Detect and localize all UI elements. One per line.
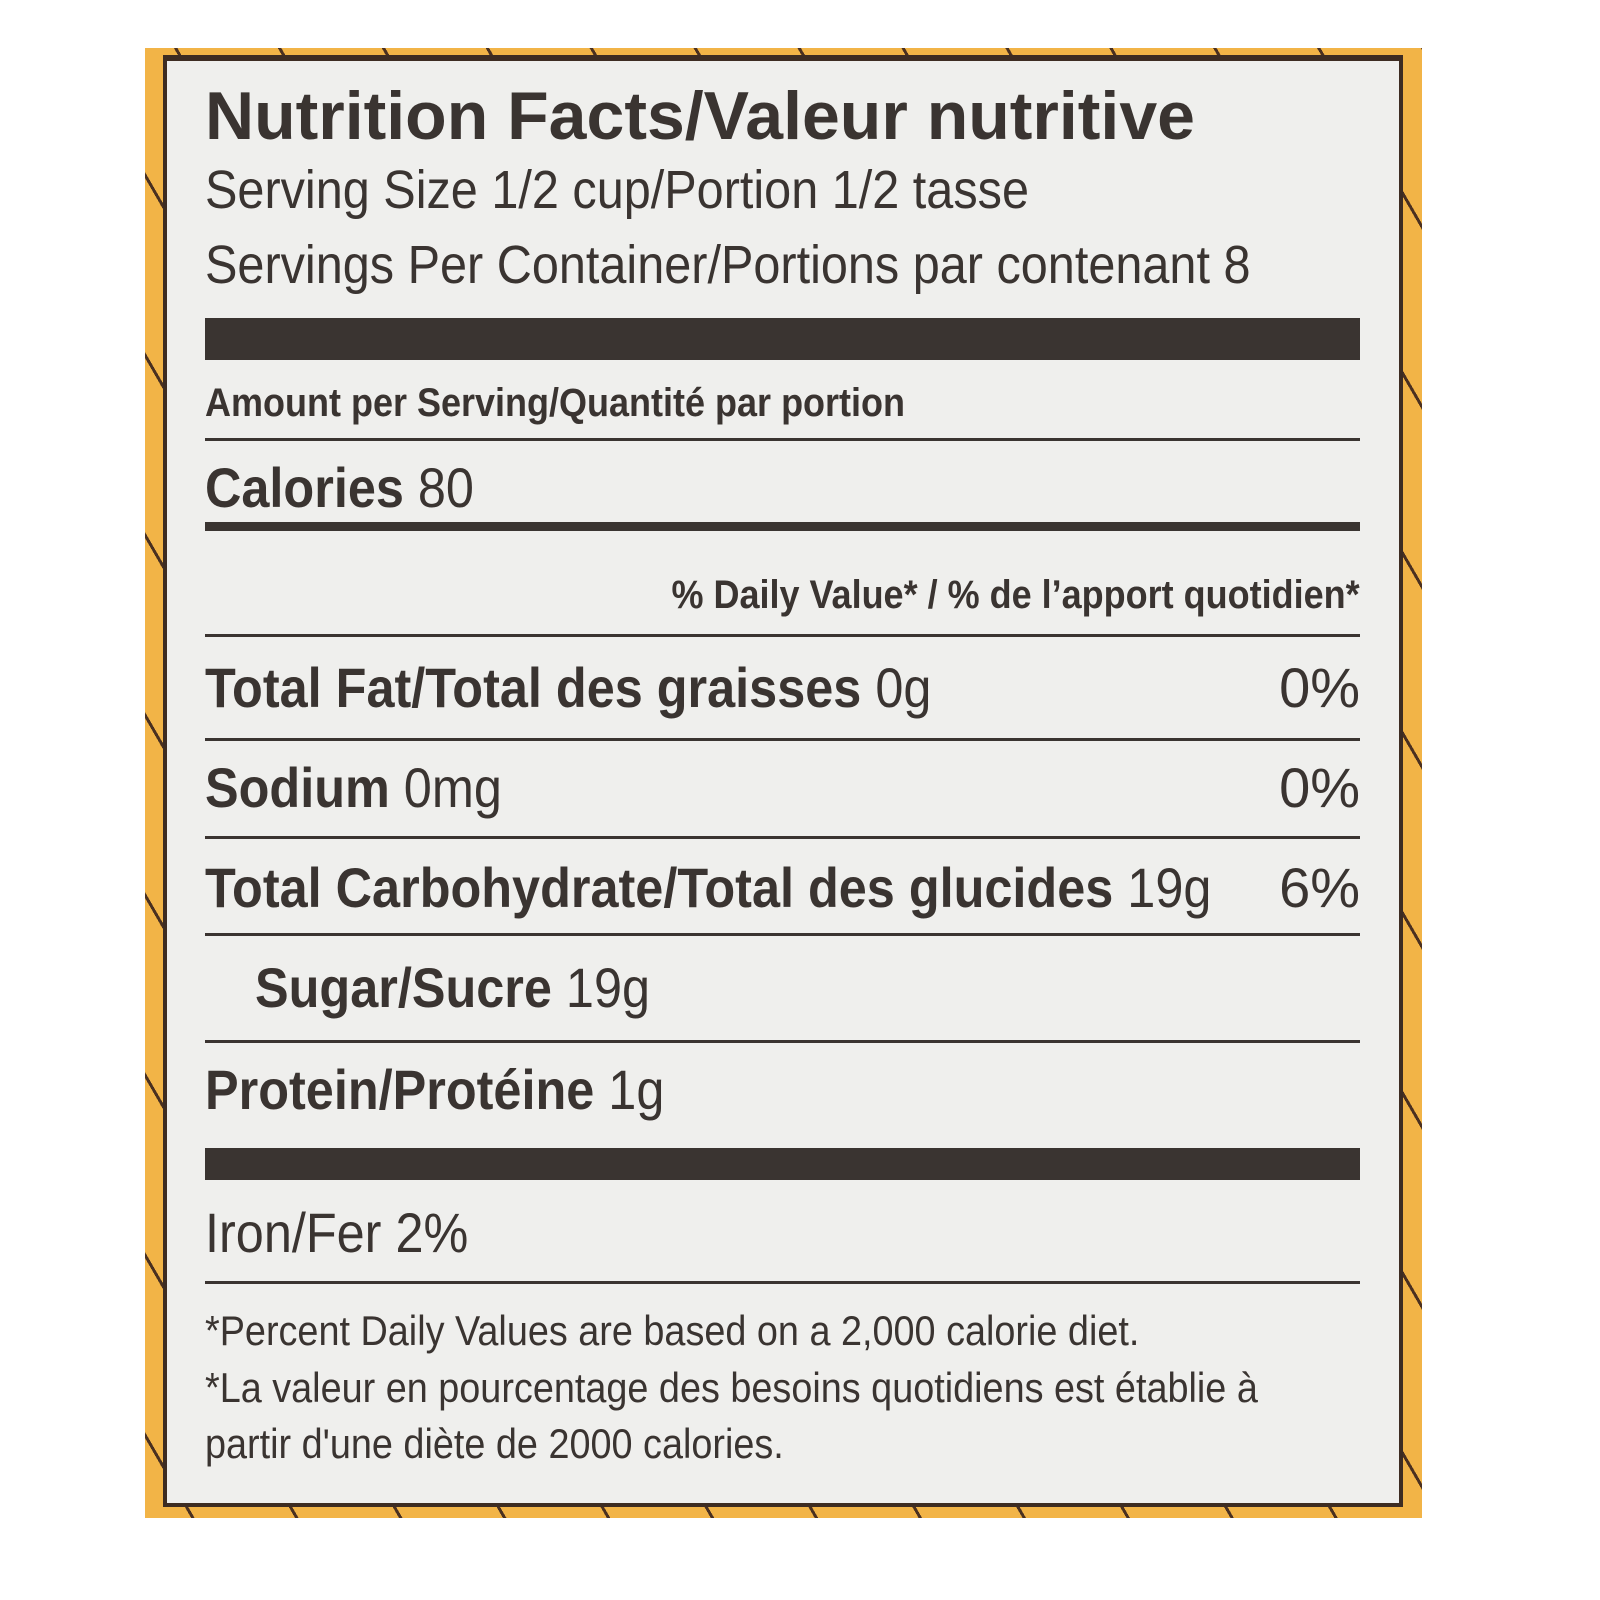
footnote: partir d'une diète de 2000 calories. [205,1420,784,1467]
nutrient-amount: 1g [608,1058,665,1121]
thick-divider [205,318,1360,360]
nutrition-label-panel [163,55,1403,1507]
calories-row: Calories 80 [205,460,474,516]
divider [205,933,1360,936]
nutrient-amount: 19g [565,956,651,1019]
nutrient-row-protein: Protein/Protéine 1g [205,1062,664,1118]
nutrient-dv: 0% [1279,756,1360,819]
divider [205,1281,1360,1284]
nutrient-name: Protein/Protéine [205,1058,595,1121]
calories-value: 80 [417,456,474,519]
nutrient-name: Total Carbohydrate/Total des glucides [205,856,1114,919]
daily-value-header: % Daily Value* / % de l’apport quotidien… [671,573,1360,617]
nutrient-amount: 19g [1127,856,1212,919]
footnote: *La valeur en pourcentage des besoins qu… [205,1364,1258,1411]
divider [205,1040,1360,1043]
serving-size: Serving Size 1/2 cup/Portion 1/2 tasse [205,160,1029,220]
divider [205,634,1360,637]
amount-per-serving: Amount per Serving/Quantité par portion [205,381,906,425]
thick-divider [205,1148,1360,1180]
nutrient-row-carbohydrate: Total Carbohydrate/Total des glucides 19… [205,860,1211,916]
calories-label: Calories [205,456,404,519]
nutrient-name: Total Fat/Total des graisses [205,656,862,719]
nutrient-amount: 0mg [403,756,502,819]
nutrient-dv: 6% [1279,856,1360,919]
nutrient-name: Sodium [205,756,390,819]
nutrient-row-total-fat: Total Fat/Total des graisses 0g [205,660,931,716]
nutrient-row-sodium: Sodium 0mg [205,760,502,816]
nutrient-amount: 0g [875,656,932,719]
footnote: *Percent Daily Values are based on a 2,0… [205,1307,1140,1354]
divider [205,738,1360,741]
iron-row: Iron/Fer 2% [205,1201,469,1264]
divider [205,438,1360,441]
label-title: Nutrition Facts/Valeur nutritive [205,78,1195,154]
divider [205,836,1360,839]
servings-per-container: Servings Per Container/Portions par cont… [205,235,1251,295]
nutrient-dv: 0% [1279,656,1360,719]
nutrient-row-sugar: Sugar/Sucre 19g [255,960,650,1016]
nutrient-name: Sugar/Sucre [255,956,552,1019]
medium-divider [205,522,1360,531]
